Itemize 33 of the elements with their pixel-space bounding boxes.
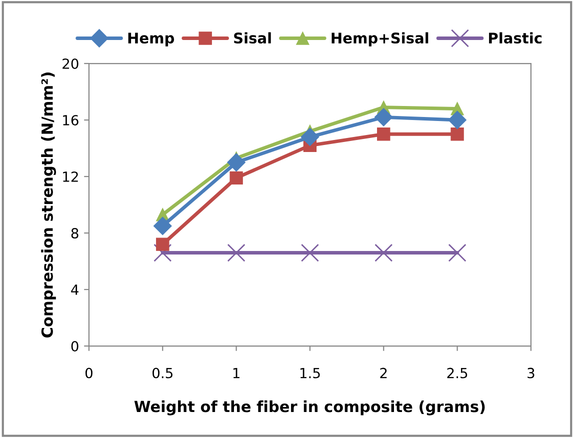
point <box>156 238 170 251</box>
legend-label: Plastic <box>489 32 542 44</box>
legend-label: Hemp+Sisal <box>332 32 428 46</box>
y-tick-label: 20 <box>62 58 78 69</box>
y-axis-title: Compression strength (N/mm²) <box>41 72 56 338</box>
x-tick-label: 1.5 <box>300 368 320 378</box>
x-tick-label: 2 <box>380 368 387 378</box>
x-tick-label: 2.5 <box>447 368 468 378</box>
y-tick-label: 4 <box>71 284 78 295</box>
point <box>227 153 246 172</box>
point <box>153 216 172 236</box>
legend-label: Hemp <box>128 32 174 46</box>
y-tick-label: 0 <box>71 340 78 352</box>
point <box>374 108 393 126</box>
y-tick-label: 12 <box>63 171 78 182</box>
point <box>300 244 319 262</box>
point <box>154 244 172 262</box>
x-tick-label: 0 <box>85 368 92 378</box>
y-tick-label: 8 <box>71 228 78 238</box>
point <box>450 128 464 141</box>
point <box>374 244 393 262</box>
y-tick-label: 16 <box>63 114 78 126</box>
point <box>227 244 246 262</box>
point <box>300 128 320 146</box>
point <box>377 128 390 141</box>
point <box>448 110 466 130</box>
x-tick-label: 1 <box>233 368 240 378</box>
x-tick-label: 0.5 <box>152 368 172 378</box>
legend-label: Sisal <box>234 32 271 44</box>
point <box>230 171 243 185</box>
x-tick-label: 3 <box>528 368 534 378</box>
point <box>448 244 466 262</box>
x-axis-title: Weight of the fiber in composite (grams) <box>134 400 485 416</box>
